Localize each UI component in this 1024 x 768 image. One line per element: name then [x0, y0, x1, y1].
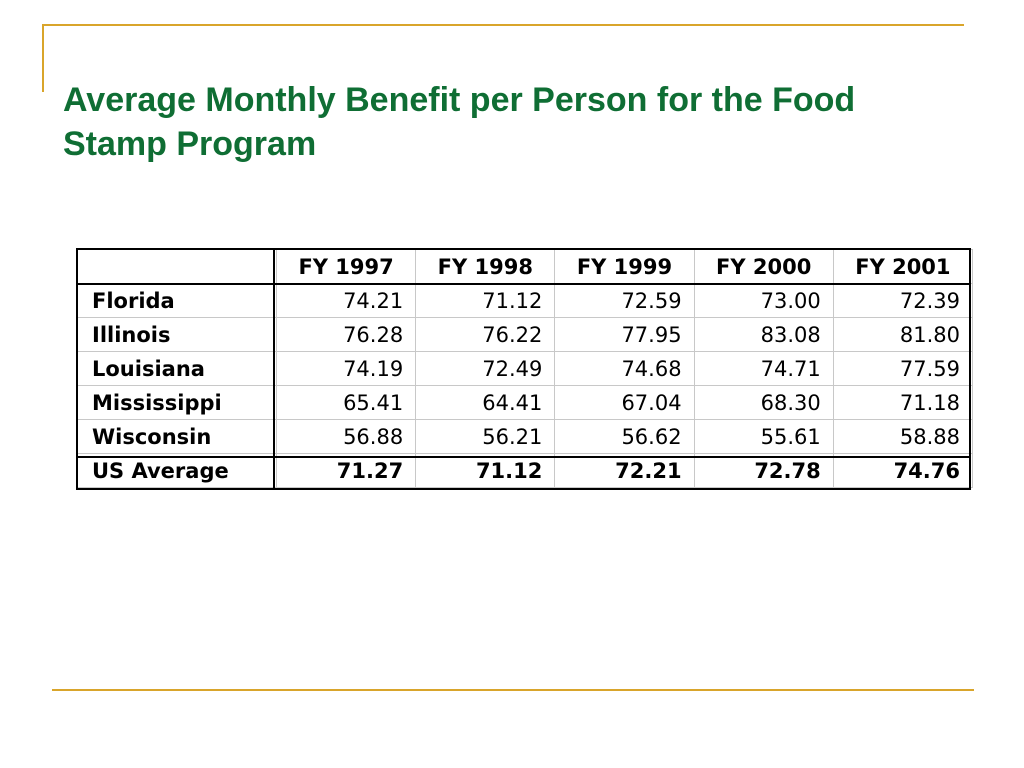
table-row: Wisconsin 56.88 56.21 56.62 55.61 58.88: [77, 419, 974, 454]
column-header: FY 2000: [693, 249, 834, 284]
table-cell: 72.78: [693, 453, 834, 488]
table-cell: 74.68: [554, 351, 695, 386]
table-cell: 65.41: [275, 385, 417, 420]
table-cell: 74.21: [275, 283, 417, 318]
row-label: US Average: [77, 453, 277, 488]
table-cell: 56.62: [554, 419, 695, 454]
frame-top-rule: [42, 24, 964, 26]
slide-title: Average Monthly Benefit per Person for t…: [63, 81, 856, 163]
column-header: FY 2001: [832, 249, 974, 284]
table-cell: 83.08: [693, 317, 834, 352]
table-cell: 77.59: [832, 351, 974, 386]
table-cell: 67.04: [554, 385, 695, 420]
column-header: FY 1999: [554, 249, 695, 284]
row-label: Florida: [77, 283, 277, 318]
table-cell: 64.41: [415, 385, 556, 420]
table-total-row: US Average 71.27 71.12 72.21 72.78 74.76: [77, 453, 974, 488]
table-cell: 76.28: [275, 317, 417, 352]
table-corner-cell: [77, 249, 277, 284]
table-cell: 55.61: [693, 419, 834, 454]
table-cell: 74.71: [693, 351, 834, 386]
table-row: Illinois 76.28 76.22 77.95 83.08 81.80: [77, 317, 974, 352]
table-row: Florida 74.21 71.12 72.59 73.00 72.39: [77, 283, 974, 318]
table-cell: 71.18: [832, 385, 974, 420]
table-header-row: FY 1997 FY 1998 FY 1999 FY 2000 FY 2001: [77, 249, 974, 284]
table-cell: 72.59: [554, 283, 695, 318]
row-label: Wisconsin: [77, 419, 277, 454]
table-cell: 56.21: [415, 419, 556, 454]
label-column-divider: [273, 248, 275, 490]
table-cell: 72.21: [554, 453, 695, 488]
column-header: FY 1998: [415, 249, 556, 284]
table-row: Louisiana 74.19 72.49 74.68 74.71 77.59: [77, 351, 974, 386]
table-cell: 77.95: [554, 317, 695, 352]
table-cell: 74.76: [832, 453, 974, 488]
row-label: Louisiana: [77, 351, 277, 386]
column-header: FY 1997: [275, 249, 417, 284]
table-cell: 68.30: [693, 385, 834, 420]
table-cell: 58.88: [832, 419, 974, 454]
table-cell: 71.12: [415, 453, 556, 488]
table-cell: 74.19: [275, 351, 417, 386]
row-label: Illinois: [77, 317, 277, 352]
row-label: Mississippi: [77, 385, 277, 420]
frame-left-rule: [42, 24, 44, 92]
table-cell: 71.12: [415, 283, 556, 318]
table-cell: 72.39: [832, 283, 974, 318]
total-divider: [76, 456, 971, 458]
benefit-table: FY 1997 FY 1998 FY 1999 FY 2000 FY 2001 …: [77, 249, 974, 488]
table-cell: 56.88: [275, 419, 417, 454]
header-divider: [76, 283, 971, 285]
table-cell: 72.49: [415, 351, 556, 386]
frame-bottom-rule: [52, 689, 974, 691]
table-cell: 81.80: [832, 317, 974, 352]
table-cell: 71.27: [275, 453, 417, 488]
table-cell: 76.22: [415, 317, 556, 352]
table-cell: 73.00: [693, 283, 834, 318]
table-row: Mississippi 65.41 64.41 67.04 68.30 71.1…: [77, 385, 974, 420]
